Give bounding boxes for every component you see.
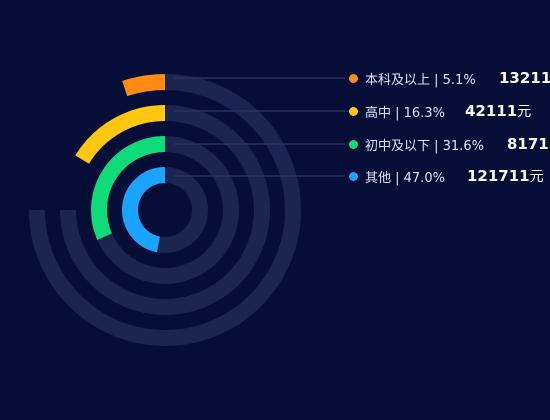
legend-marker xyxy=(349,171,358,181)
legend-marker xyxy=(349,106,358,116)
legend-label: 本科及以上 | 5.1% xyxy=(365,72,476,88)
legend-item[interactable]: 初中及以下 | 31.6% 81711元 xyxy=(349,134,550,154)
legend-value: 121711元 xyxy=(467,167,544,185)
legend-item[interactable]: 其他 | 47.0% 121711元 xyxy=(349,166,544,186)
legend-unit: 元 xyxy=(529,169,544,185)
ring-track xyxy=(29,74,301,346)
legend-label: 高中 | 16.3% xyxy=(365,105,445,121)
legend-value: 81711元 xyxy=(507,135,550,153)
ring-track xyxy=(91,136,239,284)
legend-label: 初中及以下 | 31.6% xyxy=(365,138,484,154)
legend-marker xyxy=(349,73,358,83)
legend-item[interactable]: 本科及以上 | 5.1% 13211元 xyxy=(349,68,550,88)
legend-label: 其他 | 47.0% xyxy=(365,170,445,186)
ring-bar[interactable] xyxy=(75,105,166,164)
ring-bar[interactable] xyxy=(91,136,166,240)
ring-track xyxy=(60,105,270,315)
legend-value: 13211元 xyxy=(499,69,550,87)
ring-bar[interactable] xyxy=(122,167,166,253)
ring-bar[interactable] xyxy=(122,74,166,97)
legend-marker xyxy=(349,139,358,149)
legend-item[interactable]: 高中 | 16.3% 42111元 xyxy=(349,101,531,121)
legend-value: 42111元 xyxy=(465,102,532,120)
legend-unit: 元 xyxy=(517,104,532,120)
